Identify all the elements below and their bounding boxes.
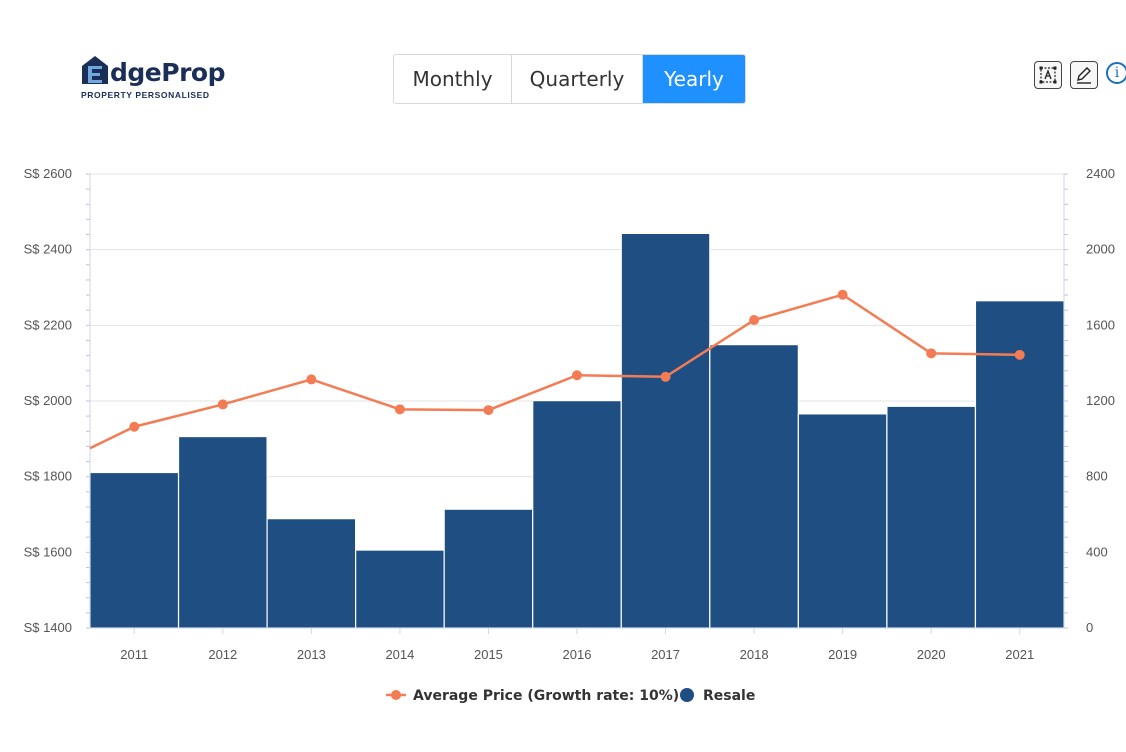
info-icon[interactable]: i	[1106, 62, 1126, 84]
tab-monthly[interactable]: Monthly	[394, 55, 512, 103]
legend-bar-marker	[680, 688, 694, 702]
chart-axes: S$ 1400 S$ 1600 S$ 1800 S$ 2000 S$ 2200 S$ 24…	[24, 166, 1115, 662]
average-price-point	[306, 374, 317, 385]
average-price-line	[89, 289, 1025, 450]
x-axis-tick-label: 2013	[297, 647, 326, 662]
resale-bar	[355, 549, 445, 629]
left-axis-tick-label: S$ 2400	[24, 242, 72, 257]
right-axis-tick-label: 1200	[1086, 393, 1115, 408]
average-price-point	[394, 404, 405, 415]
x-axis-tick-label: 2019	[828, 647, 857, 662]
legend-resale-label: Resale	[703, 688, 755, 704]
right-axis-tick-label: 2400	[1086, 166, 1115, 181]
text-select-button[interactable]	[1034, 61, 1062, 89]
average-price-point	[483, 405, 494, 416]
pen-edit-button[interactable]	[1070, 61, 1098, 89]
x-axis-tick-label: 2011	[120, 647, 148, 662]
average-price-line-path	[89, 293, 1020, 450]
logo-house-icon	[82, 56, 108, 84]
resale-bar	[266, 518, 357, 629]
right-axis-tick-label: 400	[1086, 544, 1108, 559]
average-price-point	[129, 421, 140, 432]
right-axis-tick-label: 0	[1086, 620, 1093, 635]
resale-bar	[886, 405, 977, 629]
period-selector: Monthly Quarterly Yearly	[393, 54, 746, 104]
resale-bar	[89, 471, 180, 629]
resale-bar	[797, 413, 888, 629]
average-price-point	[749, 315, 760, 326]
edgeprop-logo: dgeProp PROPERTY PERSONALISED	[80, 52, 225, 102]
x-axis-tick-label: 2018	[740, 647, 769, 662]
tab-yearly[interactable]: Yearly	[643, 55, 745, 103]
pen-edit-icon	[1077, 67, 1091, 84]
x-axis-tick-label: 2017	[651, 647, 680, 662]
left-axis-tick-label: S$ 2600	[24, 166, 72, 181]
legend-line-marker	[391, 690, 401, 700]
average-price-point	[572, 370, 582, 381]
logo-wordmark: dgeProp	[110, 58, 225, 87]
x-axis-tick-label: 2016	[563, 647, 592, 662]
resale-bar	[974, 300, 1065, 629]
resale-bar	[443, 508, 534, 629]
resale-bars	[89, 232, 1065, 629]
left-axis-tick-label: S$ 2000	[24, 393, 72, 408]
resale-bar	[532, 400, 622, 629]
left-axis-tick-label: S$ 1800	[24, 469, 72, 484]
average-price-point	[660, 371, 671, 382]
legend-average-price-label: Average Price (Growth rate: 10%)	[413, 688, 679, 704]
x-axis-tick-label: 2021	[1005, 647, 1034, 662]
text-select-icon	[1039, 66, 1057, 84]
left-axis-tick-label: S$ 1400	[24, 620, 72, 635]
right-axis-tick-label: 800	[1086, 469, 1108, 484]
average-price-point	[837, 289, 848, 300]
price-resale-chart: S$ 1400 S$ 1600 S$ 1800 S$ 2000 S$ 2200 S$ 24…	[24, 166, 1115, 704]
left-axis-tick-label: S$ 2200	[24, 317, 72, 332]
resale-bar	[620, 232, 711, 629]
logo-tagline: PROPERTY PERSONALISED	[81, 90, 210, 100]
x-axis-tick-label: 2012	[208, 647, 237, 662]
chart-legend: Average Price (Growth rate: 10%) Resale	[386, 688, 755, 704]
resale-bar	[709, 344, 799, 629]
average-price-point	[926, 348, 937, 359]
average-price-point	[1014, 349, 1025, 360]
tab-quarterly[interactable]: Quarterly	[512, 55, 643, 103]
x-axis-tick-label: 2014	[385, 647, 414, 662]
average-price-point	[217, 399, 228, 410]
x-axis-tick-label: 2015	[474, 647, 503, 662]
right-axis-tick-label: 2000	[1086, 242, 1115, 257]
left-axis-tick-label: S$ 1600	[24, 544, 72, 559]
x-axis-tick-label: 2020	[917, 647, 946, 662]
resale-bar	[177, 435, 268, 629]
right-axis-tick-label: 1600	[1086, 317, 1115, 332]
